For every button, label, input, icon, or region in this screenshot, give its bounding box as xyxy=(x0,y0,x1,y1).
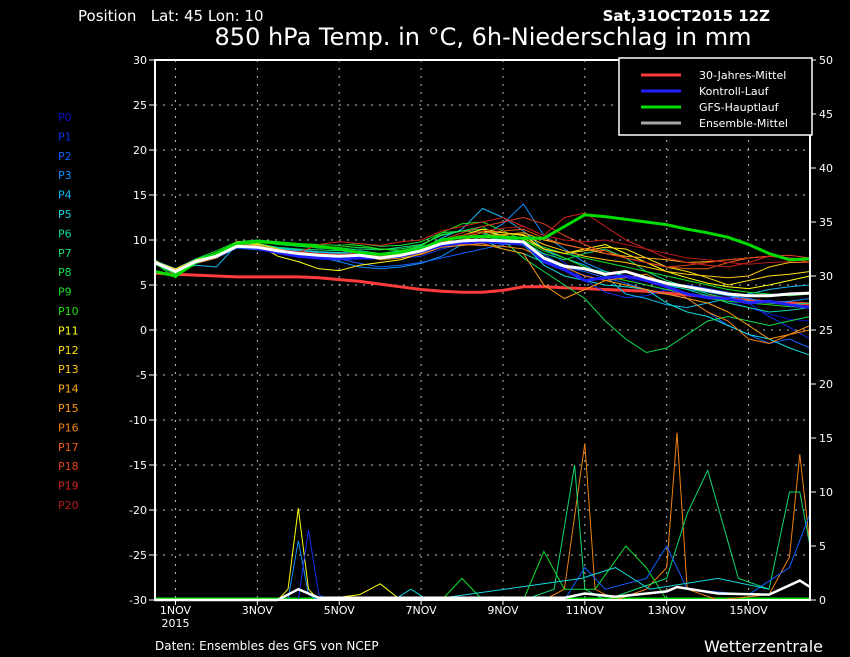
y-tick-label-left: 15 xyxy=(133,189,147,202)
y-tick-label-left: -25 xyxy=(129,549,147,562)
y-tick-label-left: -20 xyxy=(129,504,147,517)
member-labels: P0 P1 P2 P3 P4 P5 P6 P7 P8 P9 P10 P11 P12 P13 P14 P15 P1… xyxy=(58,111,79,512)
member-label-p8: P8 xyxy=(58,266,72,279)
member-label-p3: P3 xyxy=(58,169,72,182)
x-tick-label: 15NOV xyxy=(729,604,768,617)
y-tick-label-left: -30 xyxy=(129,594,147,607)
y-tick-label-left: -15 xyxy=(129,459,147,472)
gfs-main-run-line xyxy=(154,213,811,278)
member-line-p3 xyxy=(154,203,811,304)
member-label-p6: P6 xyxy=(58,227,72,240)
y-tick-label-left: -5 xyxy=(136,369,147,382)
grid xyxy=(155,60,810,600)
member-label-p17: P17 xyxy=(58,441,79,454)
y-tick-label-right: 35 xyxy=(819,216,833,229)
member-label-p19: P19 xyxy=(58,480,79,493)
member-label-p14: P14 xyxy=(58,383,79,396)
temperature-series xyxy=(154,203,811,356)
y-tick-label-right: 10 xyxy=(819,486,833,499)
data-source-label: Daten: Ensembles des GFS von NCEP xyxy=(155,639,379,653)
member-label-p15: P15 xyxy=(58,402,79,415)
y-tick-label-right: 20 xyxy=(819,378,833,391)
member-line-p0 xyxy=(154,241,811,322)
ensemble-mean-line xyxy=(154,238,811,298)
member-label-p13: P13 xyxy=(58,363,79,376)
member-label-p9: P9 xyxy=(58,286,72,299)
legend: 30-Jahres-Mittel Kontroll-Lauf GFS-Hauptla… xyxy=(618,57,813,136)
y-tick-label-right: 40 xyxy=(819,162,833,175)
x-tick-label: 13NOV xyxy=(648,604,687,617)
y-tick-label-right: 25 xyxy=(819,324,833,337)
y-tick-label-right: 30 xyxy=(819,270,833,283)
member-label-p20: P20 xyxy=(58,499,79,512)
precip-line-p5 xyxy=(393,567,770,601)
member-line-p13 xyxy=(154,230,810,279)
y-tick-label-left: 25 xyxy=(133,99,147,112)
member-label-p16: P16 xyxy=(58,421,79,434)
x-tick-label: 3NOV xyxy=(242,604,274,617)
member-label-p2: P2 xyxy=(58,150,72,163)
member-label-p10: P10 xyxy=(58,305,79,318)
precip-line-p7 xyxy=(523,464,811,601)
x-tick-label: 9NOV xyxy=(487,604,519,617)
position-label: Position Lat: 45 Lon: 10 xyxy=(78,7,264,25)
member-label-p18: P18 xyxy=(58,460,79,473)
member-label-p5: P5 xyxy=(58,208,72,221)
run-time-label: Sat,31OCT2015 12Z xyxy=(603,7,771,25)
y-tick-label-left: -10 xyxy=(129,414,147,427)
y-tick-label-left: 10 xyxy=(133,234,147,247)
legend-label: 30-Jahres-Mittel xyxy=(699,69,786,82)
x-tick-sublabel: 2015 xyxy=(161,617,189,630)
member-label-p1: P1 xyxy=(58,130,72,143)
precip-line-p1 xyxy=(297,529,330,601)
x-tick-label: 11NOV xyxy=(566,604,605,617)
member-label-p7: P7 xyxy=(58,247,72,260)
control-run-line xyxy=(154,240,811,309)
legend-label: Kontroll-Lauf xyxy=(699,85,770,98)
precip-line-p9 xyxy=(441,545,668,601)
y-tick-label-right: 15 xyxy=(819,432,833,445)
member-label-p11: P11 xyxy=(58,324,79,337)
precip-line-p16 xyxy=(543,432,811,601)
chart-title: 850 hPa Temp. in °C, 6h-Niederschlag in … xyxy=(215,23,752,51)
axis-ticks: 302520151050-5-10-15-20-25-3050454035302… xyxy=(129,54,833,630)
legend-label: Ensemble-Mittel xyxy=(699,117,788,130)
precipitation-series xyxy=(155,432,811,602)
precip-mean-line xyxy=(155,579,811,602)
x-tick-label: 7NOV xyxy=(405,604,437,617)
member-line-p1 xyxy=(154,237,811,340)
brand-label: Wetterzentrale xyxy=(704,637,823,656)
x-tick-label: 5NOV xyxy=(324,604,356,617)
member-line-p16 xyxy=(154,243,811,345)
x-tick-label: 1NOV xyxy=(160,604,192,617)
y-tick-label-left: 0 xyxy=(140,324,147,337)
y-tick-label-left: 20 xyxy=(133,144,147,157)
y-tick-label-right: 45 xyxy=(819,108,833,121)
y-tick-label-right: 0 xyxy=(819,594,826,607)
member-label-p4: P4 xyxy=(58,189,72,202)
y-tick-label-right: 5 xyxy=(819,540,826,553)
member-label-p12: P12 xyxy=(58,344,79,357)
member-label-p0: P0 xyxy=(58,111,72,124)
y-tick-label-left: 5 xyxy=(140,279,147,292)
legend-label: GFS-Hauptlauf xyxy=(699,101,780,114)
plot-frame xyxy=(154,59,811,601)
y-tick-label-right: 50 xyxy=(819,54,833,67)
y-tick-label-left: 30 xyxy=(133,54,147,67)
